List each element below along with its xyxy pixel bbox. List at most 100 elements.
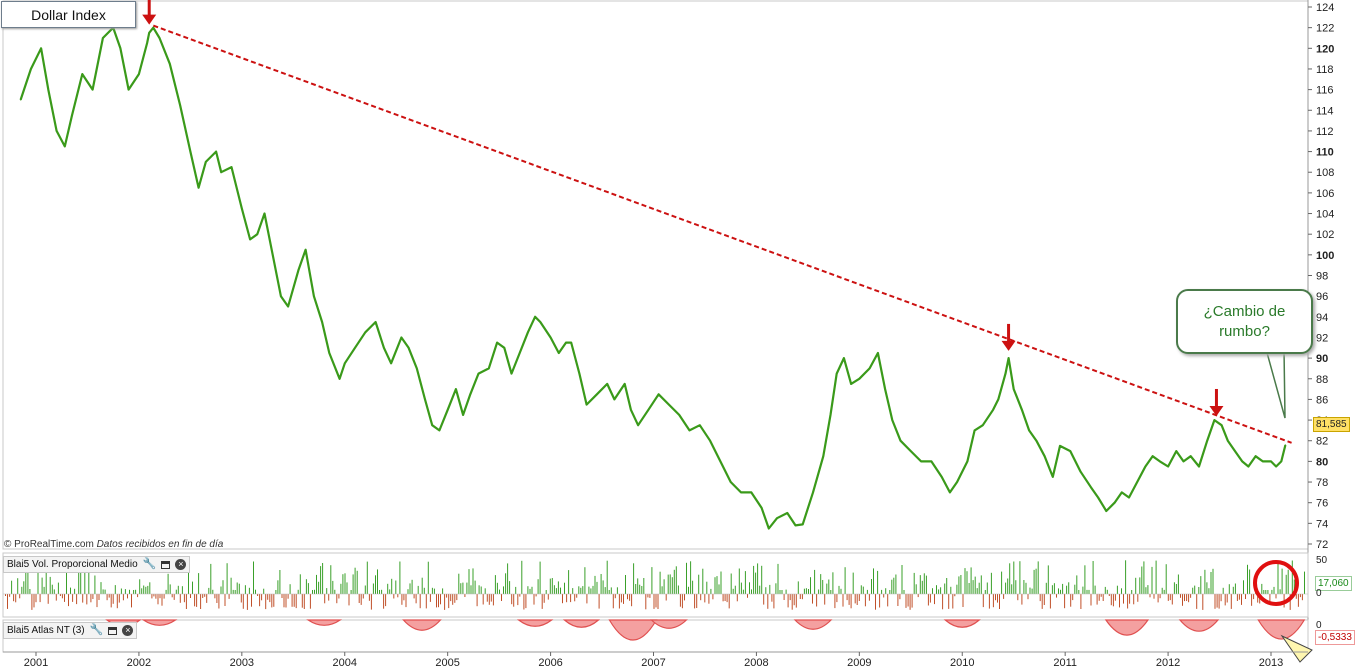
volume-bar (366, 561, 368, 594)
volume-bar (145, 586, 147, 594)
volume-bar (124, 589, 126, 594)
volume-bar (1257, 594, 1259, 603)
annotation-callout: ¿Cambio de rumbo? (1176, 289, 1313, 354)
volume-bar (568, 570, 570, 594)
price-point (519, 352, 521, 354)
volume-bar (318, 581, 320, 594)
volume-bar (1214, 594, 1216, 609)
volume-bar (208, 587, 210, 594)
price-point (699, 424, 701, 426)
atlas-dip-area (608, 619, 658, 641)
volume-bar (1273, 586, 1275, 594)
volume-bar (59, 594, 61, 596)
volume-bar (541, 594, 543, 609)
volume-bar (572, 588, 574, 594)
price-point (1234, 450, 1236, 452)
volume-bar (458, 573, 460, 594)
volume-bar (23, 581, 25, 594)
x-tick-label: 2008 (744, 657, 768, 668)
volume-bar (866, 589, 868, 594)
volume-bar (1135, 577, 1137, 594)
volume-bar (253, 561, 254, 594)
close-icon[interactable]: × (122, 625, 134, 636)
volume-bar (690, 561, 692, 594)
volume-bar (303, 594, 305, 609)
price-point (997, 398, 999, 400)
price-point (92, 89, 94, 91)
volume-bar (433, 588, 435, 594)
volume-bar (1281, 568, 1283, 594)
callout-line-1: ¿Cambio de (1203, 302, 1286, 320)
price-point (1198, 465, 1200, 468)
price-point (877, 352, 879, 354)
price-point (1052, 476, 1054, 478)
volume-bar (1031, 588, 1033, 594)
volume-bar (600, 574, 602, 594)
volume-bar (523, 594, 525, 610)
volume-bar (139, 579, 141, 594)
volume-bar (405, 594, 407, 608)
price-point (241, 207, 243, 209)
volume-bar (875, 594, 876, 610)
volume-bar (1196, 594, 1198, 609)
x-tick-label: 2010 (950, 657, 974, 668)
volume-bar (462, 582, 464, 594)
atlas-dip-area (793, 619, 833, 630)
volume-bar (633, 563, 635, 594)
price-point (256, 233, 258, 235)
wrench-icon[interactable]: 🔧 (142, 558, 157, 570)
price-point (128, 89, 130, 91)
volume-bar (307, 583, 309, 594)
volume-bar (61, 594, 63, 599)
price-point (1035, 440, 1037, 442)
volume-bar (657, 594, 659, 609)
volume-bar (423, 587, 425, 594)
close-icon[interactable]: × (175, 559, 187, 570)
volume-bar (232, 589, 234, 594)
y-tick-label: 108 (1316, 167, 1334, 179)
price-point (462, 414, 464, 416)
volume-bar (210, 563, 212, 594)
volume-bar (450, 594, 452, 602)
volume-bar (194, 594, 196, 607)
y-tick-label: 78 (1316, 477, 1328, 489)
volume-bar (643, 578, 645, 594)
volume-bar (31, 594, 33, 610)
price-point (992, 409, 994, 411)
volume-bar (1277, 562, 1279, 594)
volume-indicator-label[interactable]: Blai5 Vol. Proporcional Medio 🔧 × (3, 556, 191, 573)
volume-bar (956, 584, 958, 594)
volume-bar (413, 594, 415, 599)
volume-bar (157, 594, 159, 605)
atlas-indicator-label[interactable]: Blai5 Atlas NT (3) 🔧 × (3, 622, 138, 639)
volume-bar (1263, 590, 1265, 594)
volume-bar (1072, 594, 1074, 601)
volume-bar (271, 594, 273, 608)
volume-bar (102, 589, 104, 594)
volume-bar (352, 574, 354, 594)
volume-bar (1285, 574, 1287, 594)
volume-bar (777, 563, 779, 594)
volume-bar (570, 594, 572, 603)
window-icon[interactable] (108, 626, 118, 635)
window-icon[interactable] (161, 560, 171, 569)
volume-panel (2, 552, 1309, 618)
volume-bar (773, 594, 775, 609)
volume-bar (279, 570, 281, 594)
x-tick-label: 2002 (127, 657, 151, 668)
volume-bar (507, 563, 509, 594)
price-point (364, 331, 366, 333)
volume-bar (129, 589, 130, 594)
volume-bar (362, 594, 364, 599)
volume-bar (169, 584, 171, 594)
volume-bar (919, 575, 921, 594)
price-point (1262, 460, 1264, 462)
wrench-icon[interactable]: 🔧 (89, 624, 104, 636)
price-series-line (19, 26, 1287, 530)
price-point (776, 517, 778, 519)
price-point (1206, 440, 1208, 442)
price-point (768, 527, 770, 530)
volume-bar (1167, 594, 1169, 601)
y-tick-label: 96 (1316, 291, 1328, 303)
volume-bar (517, 594, 519, 606)
